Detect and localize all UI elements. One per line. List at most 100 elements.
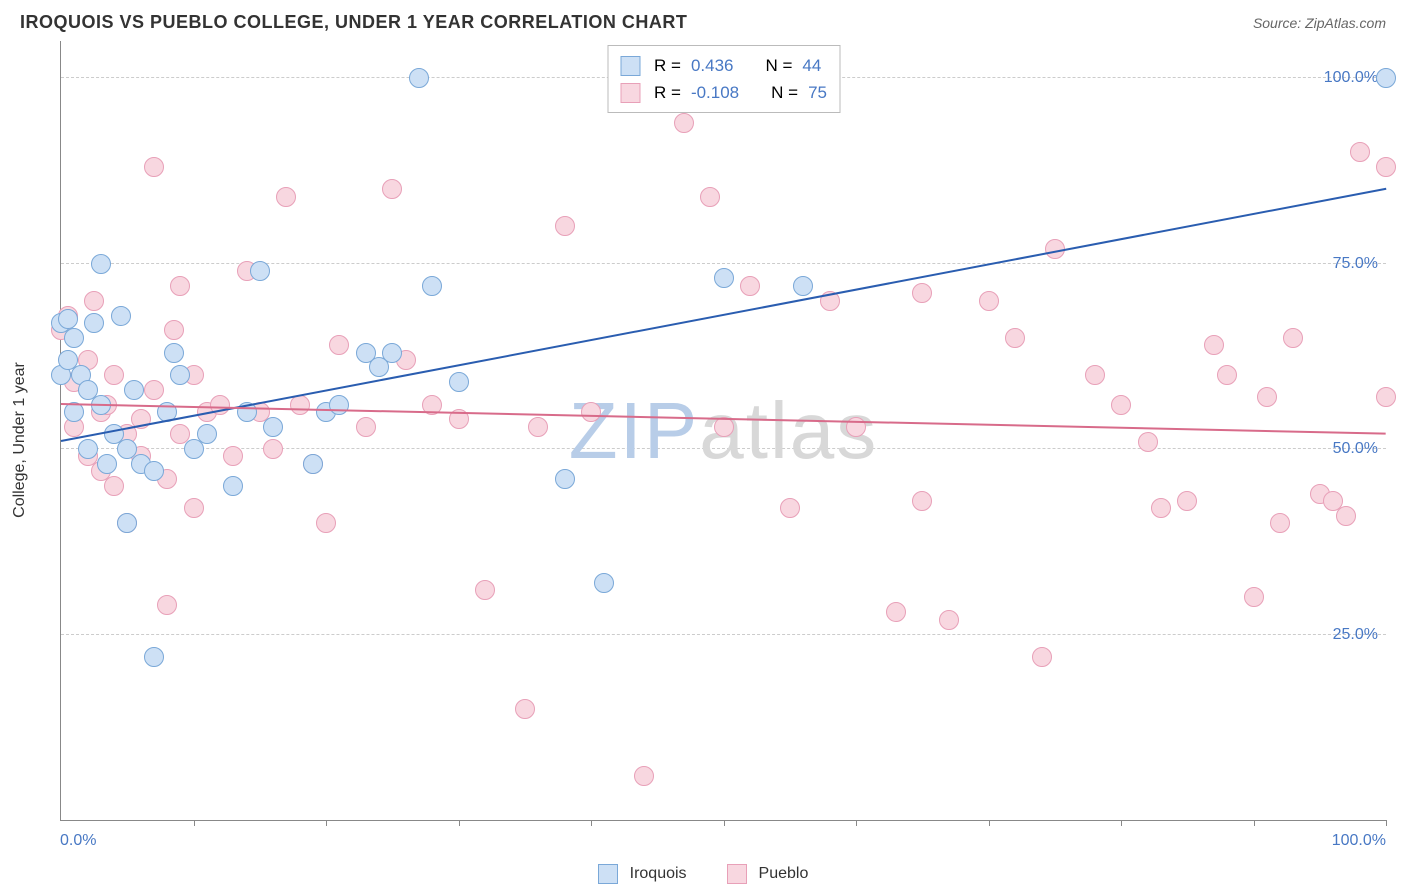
scatter-point-pueblo [104, 476, 124, 496]
scatter-point-pueblo [700, 187, 720, 207]
scatter-point-iroquois [409, 68, 429, 88]
x-tick [724, 820, 725, 826]
x-tick [1386, 820, 1387, 826]
scatter-point-pueblo [634, 766, 654, 786]
scatter-point-pueblo [104, 365, 124, 385]
x-tick [1254, 820, 1255, 826]
x-max-label: 100.0% [1332, 832, 1386, 850]
scatter-point-pueblo [886, 602, 906, 622]
r-value: 0.436 [691, 52, 734, 79]
scatter-point-iroquois [422, 276, 442, 296]
scatter-point-pueblo [1085, 365, 1105, 385]
chart-title: IROQUOIS VS PUEBLO COLLEGE, UNDER 1 YEAR… [20, 12, 687, 33]
scatter-point-pueblo [1005, 328, 1025, 348]
scatter-point-iroquois [58, 309, 78, 329]
scatter-point-pueblo [1177, 491, 1197, 511]
r-label: R = [654, 52, 681, 79]
scatter-point-pueblo [263, 439, 283, 459]
x-tick [459, 820, 460, 826]
scatter-point-iroquois [91, 254, 111, 274]
x-tick [591, 820, 592, 826]
x-tick [856, 820, 857, 826]
source-label: Source: ZipAtlas.com [1253, 15, 1386, 31]
scatter-point-iroquois [111, 306, 131, 326]
x-tick [194, 820, 195, 826]
scatter-point-pueblo [1257, 387, 1277, 407]
plot-area: ZIPatlas R = 0.436N = 44R = -0.108N = 75… [60, 41, 1386, 821]
scatter-point-pueblo [1376, 387, 1396, 407]
scatter-point-pueblo [528, 417, 548, 437]
chart-area: ZIPatlas R = 0.436N = 44R = -0.108N = 75… [60, 41, 1386, 821]
n-value: 44 [802, 52, 821, 79]
scatter-point-iroquois [555, 469, 575, 489]
y-axis-label: College, Under 1 year [11, 362, 29, 518]
scatter-point-iroquois [449, 372, 469, 392]
scatter-point-pueblo [1032, 647, 1052, 667]
scatter-point-pueblo [674, 113, 694, 133]
legend-label: Iroquois [630, 865, 687, 883]
gridline-h [61, 448, 1386, 449]
scatter-point-pueblo [144, 157, 164, 177]
scatter-point-iroquois [263, 417, 283, 437]
scatter-point-iroquois [197, 424, 217, 444]
scatter-point-pueblo [1270, 513, 1290, 533]
y-tick-label: 50.0% [1333, 440, 1378, 458]
scatter-point-pueblo [1111, 395, 1131, 415]
scatter-point-iroquois [78, 439, 98, 459]
scatter-point-iroquois [124, 380, 144, 400]
scatter-point-pueblo [1283, 328, 1303, 348]
legend-label: Pueblo [759, 865, 809, 883]
legend-bottom: Iroquois Pueblo [0, 864, 1406, 884]
scatter-point-pueblo [1138, 432, 1158, 452]
scatter-point-pueblo [780, 498, 800, 518]
scatter-point-iroquois [303, 454, 323, 474]
scatter-point-pueblo [144, 380, 164, 400]
legend-swatch [620, 83, 640, 103]
scatter-point-pueblo [316, 513, 336, 533]
scatter-point-pueblo [1376, 157, 1396, 177]
scatter-point-pueblo [581, 402, 601, 422]
scatter-point-pueblo [1350, 142, 1370, 162]
scatter-point-pueblo [1204, 335, 1224, 355]
x-tick [326, 820, 327, 826]
scatter-point-iroquois [382, 343, 402, 363]
trendline-iroquois [61, 187, 1386, 441]
scatter-point-iroquois [97, 454, 117, 474]
scatter-point-pueblo [912, 491, 932, 511]
scatter-point-iroquois [329, 395, 349, 415]
legend-item-pueblo: Pueblo [727, 864, 809, 884]
scatter-point-iroquois [117, 513, 137, 533]
scatter-point-pueblo [1336, 506, 1356, 526]
r-value: -0.108 [691, 79, 739, 106]
n-label: N = [771, 79, 798, 106]
legend-swatch [598, 864, 618, 884]
scatter-point-pueblo [157, 595, 177, 615]
scatter-point-pueblo [223, 446, 243, 466]
scatter-point-iroquois [594, 573, 614, 593]
stats-row-pueblo: R = -0.108N = 75 [620, 79, 827, 106]
scatter-point-pueblo [164, 320, 184, 340]
scatter-point-pueblo [1244, 587, 1264, 607]
scatter-point-pueblo [515, 699, 535, 719]
r-label: R = [654, 79, 681, 106]
scatter-point-iroquois [223, 476, 243, 496]
scatter-point-pueblo [356, 417, 376, 437]
stats-row-iroquois: R = 0.436N = 44 [620, 52, 827, 79]
scatter-point-pueblo [184, 498, 204, 518]
scatter-point-iroquois [714, 268, 734, 288]
y-tick-label: 25.0% [1333, 626, 1378, 644]
gridline-h [61, 634, 1386, 635]
scatter-point-iroquois [250, 261, 270, 281]
x-tick [1121, 820, 1122, 826]
scatter-point-pueblo [740, 276, 760, 296]
scatter-point-pueblo [1151, 498, 1171, 518]
scatter-point-iroquois [144, 461, 164, 481]
y-tick-label: 75.0% [1333, 255, 1378, 273]
scatter-point-pueblo [329, 335, 349, 355]
scatter-point-pueblo [1217, 365, 1237, 385]
scatter-point-pueblo [84, 291, 104, 311]
x-tick [989, 820, 990, 826]
scatter-point-iroquois [64, 328, 84, 348]
scatter-point-iroquois [1376, 68, 1396, 88]
scatter-point-pueblo [939, 610, 959, 630]
